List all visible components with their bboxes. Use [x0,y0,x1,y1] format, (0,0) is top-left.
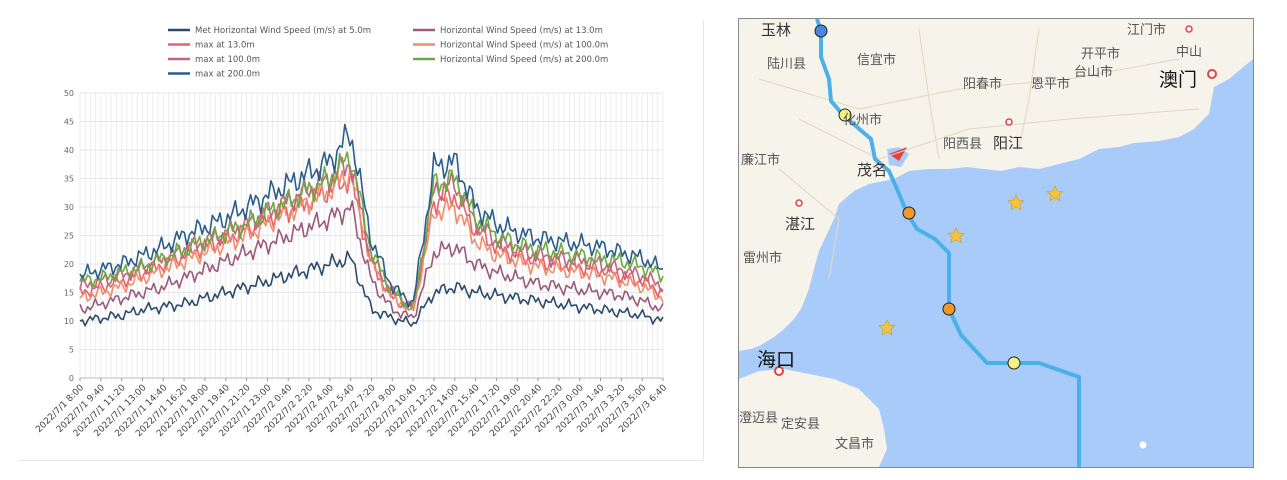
series-line [79,200,664,319]
legend-label: max at 100.0m [195,55,260,65]
red-marker [889,147,907,161]
city-label: 玉林 [761,21,792,39]
city-label: 文昌市 [835,437,875,452]
star-icons [878,185,1064,336]
y-tick-label: 45 [64,118,74,127]
y-tick-label: 20 [64,260,74,269]
city-label: 台山市 [1074,65,1114,80]
y-tick-label: 0 [69,374,74,383]
city-label: 信宜市 [857,53,897,68]
city-label: 化州市 [843,113,883,128]
city-label: 江门市 [1127,23,1167,38]
city-label: 雷州市 [743,251,783,266]
y-tick-label: 40 [64,146,74,155]
city-label: 定安县 [781,417,821,432]
map-canvas [739,19,1253,467]
series-line [79,250,664,327]
y-tick-label: 5 [69,346,74,355]
legend-label: max at 200.0m [195,70,260,80]
city-label: 中山 [1176,45,1203,60]
track-point-blue [814,24,828,38]
map-roads [758,28,1200,280]
city-label: 阳春市 [963,77,1003,92]
hainan-land [739,369,887,467]
city-label: 海口 [757,349,796,371]
y-tick-label: 50 [64,89,74,98]
star-icon [1046,185,1064,202]
y-tick-label: 15 [64,289,74,298]
legend-label: Horizontal Wind Speed (m/s) at 200.0m [440,55,608,65]
city-label: 茂名 [857,161,888,179]
typhoon-track-line [815,19,1081,467]
typhoon-track-map: 玉林陆川县 信宜市化州市 阳春市 恩平市 开平市台山市 中山澳门阳西县 阳江廉江市茂名湛江雷… [738,18,1254,468]
legend-label: Horizontal Wind Speed (m/s) at 13.0m [440,26,603,36]
series-line [79,151,664,311]
city-label: 开平市 [1081,47,1121,62]
city-label: 阳西县 [943,137,983,152]
track-point-orange-1 [902,206,916,220]
city-label: 澄迈县 [739,411,779,426]
track-point-yellow-2 [1007,356,1021,370]
city-label: 陆川县 [767,57,807,72]
series-line [79,123,664,308]
y-tick-label: 35 [64,175,74,184]
mainland-land [739,19,1253,351]
wind-speed-chart: 0 5 10 15 20 25 30 35 40 45 50 2022/7/1 8:00 2022/7/… [20,20,704,461]
y-tick-label: 25 [64,232,74,241]
star-icon [1007,194,1025,211]
legend-label: max at 13.0m [195,41,255,51]
city-label: 湛江 [785,215,816,233]
white-dot [1139,441,1147,449]
y-tick-label: 30 [64,203,74,212]
city-dot-icons [774,25,1217,376]
city-label: 恩平市 [1031,77,1071,92]
star-icon [878,319,896,336]
y-tick-label: 10 [64,317,74,326]
legend-label: Horizontal Wind Speed (m/s) at 100.0m [440,41,608,51]
legend-label: Met Horizontal Wind Speed (m/s) at 5.0m [195,26,371,36]
city-label: 廉江市 [741,153,781,168]
city-label: 阳江 [993,134,1024,152]
track-point-yellow-1 [838,108,852,122]
star-icon [947,227,965,244]
track-point-orange-2 [942,302,956,316]
city-label: 澳门 [1159,69,1198,91]
